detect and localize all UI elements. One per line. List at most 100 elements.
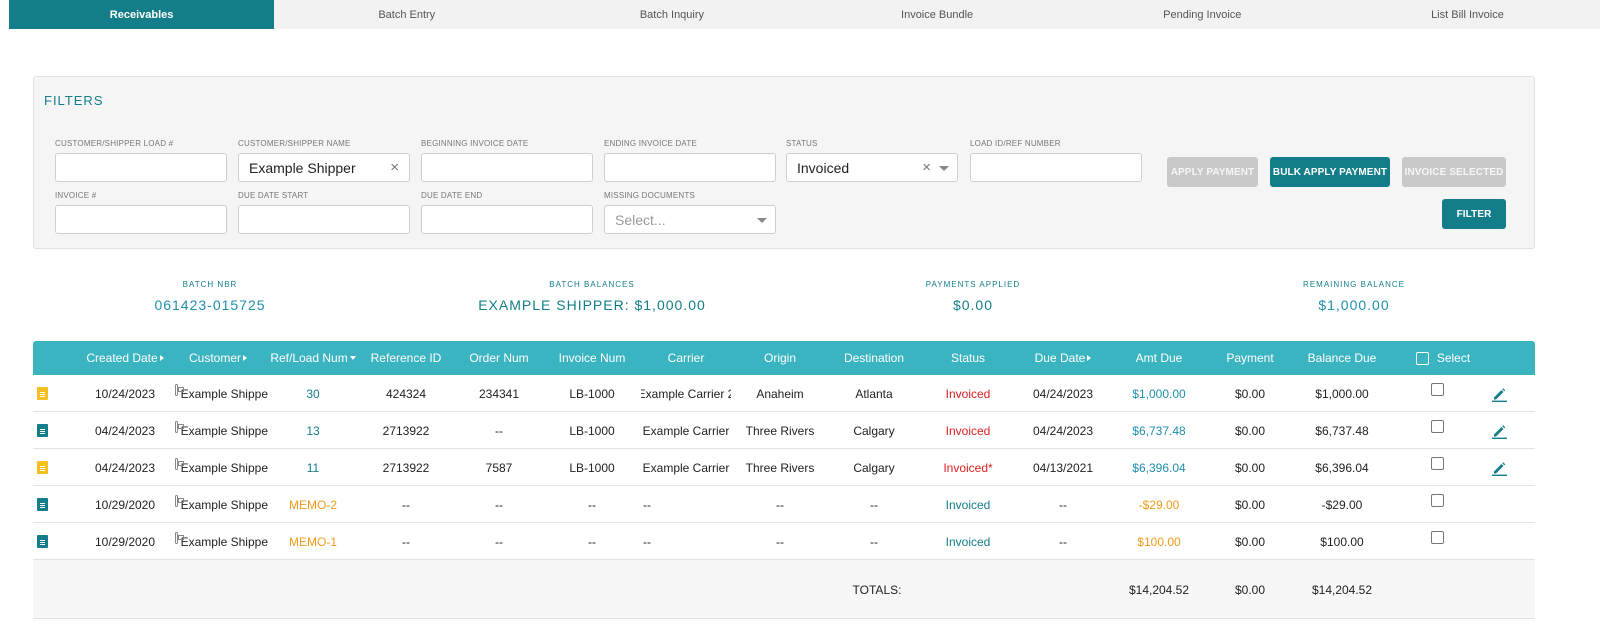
origin-cell: Three Rivers — [745, 423, 815, 438]
table-row[interactable]: Example Shippe 10/29/2020 MEMO-2 -- -- -- -- --… — [33, 486, 1535, 523]
tab-batch-inquiry[interactable]: Batch Inquiry — [639, 8, 705, 21]
row-select-checkbox[interactable] — [1431, 383, 1444, 396]
customer-name: Example Shippe — [180, 460, 268, 475]
header-payment[interactable]: Payment — [1226, 351, 1274, 365]
origin-cell: -- — [776, 497, 784, 512]
filters-title: FILTERS — [44, 93, 104, 108]
created-date-cell: 10/29/2020 — [94, 534, 156, 549]
table-row[interactable]: Example Shippe 10/24/2023 30 424324 234341 LB… — [33, 375, 1535, 412]
header-created-date[interactable]: Created Date — [81, 341, 169, 375]
totals-row: TOTALS: $14,204.52 $0.00 $14,204.52 — [33, 560, 1535, 619]
ref-load-num-cell[interactable]: 30 — [306, 386, 320, 401]
select-all-checkbox[interactable] — [1415, 351, 1429, 365]
missing-docs-select[interactable]: Select... — [604, 205, 776, 234]
table-row[interactable]: Example Shippe 10/29/2020 MEMO-1 -- -- -- -- --… — [33, 523, 1535, 560]
header-order-num[interactable]: Order Num — [469, 351, 529, 365]
customer-load-input[interactable] — [55, 153, 227, 182]
tab-pending-invoice[interactable]: Pending Invoice — [1163, 8, 1242, 21]
header-due-date[interactable]: Due Date — [1023, 341, 1103, 375]
customer-card-icon[interactable] — [175, 457, 183, 470]
amt-due-cell[interactable]: $6,737.48 — [1132, 423, 1186, 438]
ref-load-num-cell[interactable]: MEMO-2 — [289, 497, 337, 512]
header-balance-due[interactable]: Balance Due — [1307, 351, 1377, 365]
load-id-field: LOAD ID/REF NUMBER — [970, 139, 1142, 182]
ref-load-num-cell[interactable]: 11 — [306, 460, 320, 475]
header-customer[interactable]: Customer — [183, 341, 253, 375]
header-invoice-num[interactable]: Invoice Num — [558, 351, 626, 365]
customer-card-icon[interactable] — [175, 420, 183, 433]
payment-cell: $0.00 — [1234, 460, 1266, 475]
due-end-label: DUE DATE END — [421, 191, 483, 200]
header-amt-due[interactable]: Amt Due — [1135, 351, 1183, 365]
document-icon[interactable] — [37, 498, 48, 511]
created-date-cell: 04/24/2023 — [94, 460, 156, 475]
tab-batch-entry[interactable]: Batch Entry — [378, 8, 436, 21]
filter-button[interactable]: FILTER — [1442, 199, 1506, 229]
customer-card-icon[interactable] — [175, 531, 183, 544]
sort-icon — [349, 356, 356, 360]
header-ref-load-num[interactable]: Ref/Load Num — [269, 341, 357, 375]
table-row[interactable]: Example Shippe 04/24/2023 11 2713922 7587 LB-… — [33, 449, 1535, 486]
balance-due-cell: $6,737.48 — [1315, 423, 1369, 438]
header-reference-id[interactable]: Reference ID — [370, 351, 442, 365]
chevron-down-icon[interactable] — [757, 218, 767, 223]
header-origin[interactable]: Origin — [763, 351, 796, 365]
status-select[interactable]: Invoiced × — [786, 153, 958, 182]
tab-invoice-bundle[interactable]: Invoice Bundle — [901, 8, 974, 21]
customer-card-icon[interactable] — [175, 383, 183, 396]
header-carrier[interactable]: Carrier — [667, 351, 705, 365]
batch-balances-label: BATCH BALANCES — [549, 280, 635, 289]
batch-balances-value: EXAMPLE SHIPPER: $1,000.00 — [478, 297, 706, 313]
tab-list-bill-invoice[interactable]: List Bill Invoice — [1431, 8, 1504, 21]
tab-receivables[interactable]: Receivables — [9, 0, 275, 29]
status-cell: Invoiced — [945, 423, 991, 438]
amt-due-cell[interactable]: -$29.00 — [1138, 497, 1180, 512]
load-id-input[interactable] — [970, 153, 1142, 182]
row-select-checkbox[interactable] — [1431, 457, 1444, 470]
due-start-input[interactable] — [238, 205, 410, 234]
order-num-cell: -- — [495, 534, 503, 549]
reference-id-cell: 424324 — [385, 386, 427, 401]
pencil-icon[interactable] — [1491, 386, 1507, 402]
row-select-checkbox[interactable] — [1431, 531, 1444, 544]
ref-load-num-cell[interactable]: MEMO-1 — [289, 534, 337, 549]
payment-cell: $0.00 — [1234, 534, 1266, 549]
document-icon[interactable] — [37, 424, 48, 437]
pencil-icon[interactable] — [1491, 460, 1507, 476]
document-icon[interactable] — [37, 461, 48, 474]
customer-load-label: CUSTOMER/SHIPPER LOAD # — [55, 139, 174, 148]
due-end-input[interactable] — [421, 205, 593, 234]
bulk-apply-payment-button[interactable]: BULK APPLY PAYMENT — [1270, 157, 1390, 187]
pencil-icon[interactable] — [1491, 423, 1507, 439]
row-select-checkbox[interactable] — [1431, 494, 1444, 507]
header-select[interactable]: Select — [1403, 341, 1483, 375]
amt-due-cell[interactable]: $100.00 — [1137, 534, 1181, 549]
begin-date-input[interactable] — [421, 153, 593, 182]
header-destination[interactable]: Destination — [843, 351, 905, 365]
end-date-field: ENDING INVOICE DATE — [604, 139, 776, 182]
ref-load-num-cell[interactable]: 13 — [306, 423, 320, 438]
invoice-num-cell: LB-1000 — [569, 423, 615, 438]
payments-applied-label: PAYMENTS APPLIED — [925, 280, 1021, 289]
invoice-number-input[interactable] — [55, 205, 227, 234]
chevron-down-icon[interactable] — [939, 166, 949, 171]
amt-due-cell[interactable]: $6,396.04 — [1132, 460, 1186, 475]
row-select-checkbox[interactable] — [1431, 420, 1444, 433]
clear-icon[interactable]: × — [922, 159, 931, 176]
invoice-number-label: INVOICE # — [55, 191, 97, 200]
clear-icon[interactable]: × — [390, 159, 399, 176]
end-date-input[interactable] — [604, 153, 776, 182]
amt-due-cell[interactable]: $1,000.00 — [1132, 386, 1186, 401]
totals-amt-due: $14,204.52 — [1128, 582, 1190, 597]
document-icon[interactable] — [37, 535, 48, 548]
document-icon[interactable] — [37, 387, 48, 400]
header-status[interactable]: Status — [950, 351, 986, 365]
apply-payment-button[interactable]: APPLY PAYMENT — [1167, 157, 1258, 187]
customer-name: Example Shippe — [180, 534, 268, 549]
table-row[interactable]: Example Shippe 04/24/2023 13 2713922 -- LB-10… — [33, 412, 1535, 449]
customer-name-input[interactable]: Example Shipper × — [238, 153, 410, 182]
invoice-selected-button[interactable]: INVOICE SELECTED — [1402, 157, 1506, 187]
origin-cell: Three Rivers — [745, 460, 815, 475]
customer-card-icon[interactable] — [175, 494, 183, 507]
batch-nbr-value: 061423-015725 — [154, 297, 266, 313]
